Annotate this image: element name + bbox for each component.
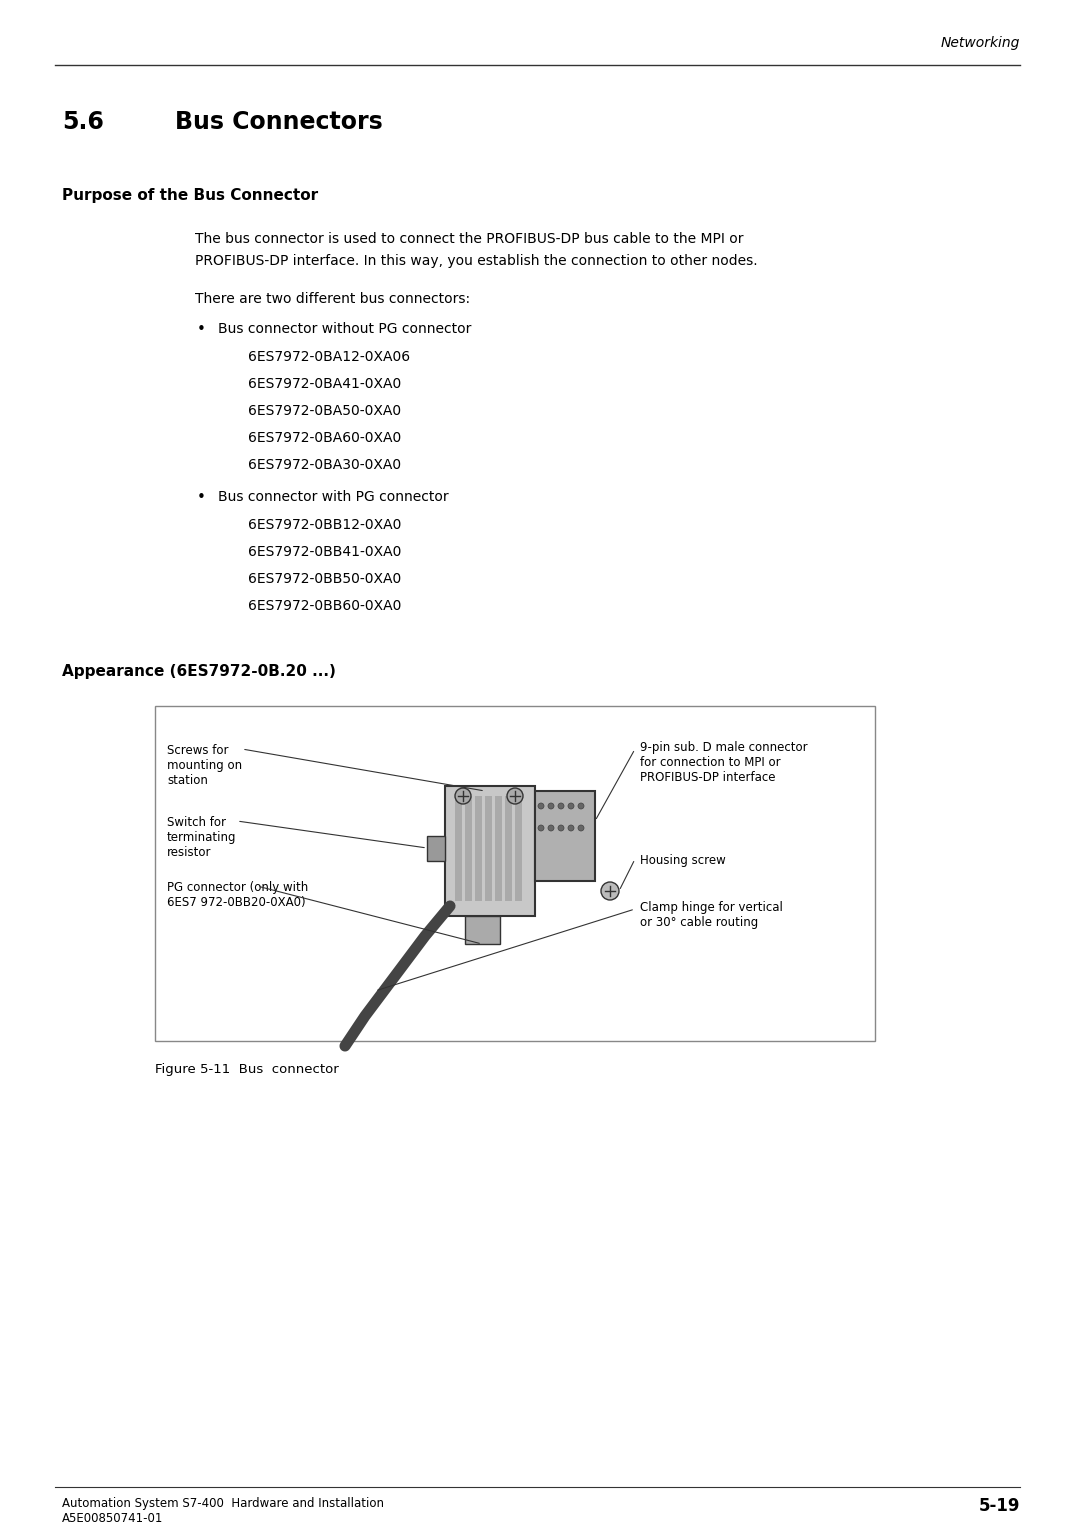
Text: 6ES7972-0BA12-0XA06: 6ES7972-0BA12-0XA06 xyxy=(248,350,410,363)
Text: Bus Connectors: Bus Connectors xyxy=(175,110,382,134)
Text: Clamp hinge for vertical
or 30° cable routing: Clamp hinge for vertical or 30° cable ro… xyxy=(640,901,783,928)
Text: Appearance (6ES7972-0B.20 ...): Appearance (6ES7972-0B.20 ...) xyxy=(62,664,336,680)
Text: 5.6: 5.6 xyxy=(62,110,104,134)
Circle shape xyxy=(538,825,544,831)
Text: PG connector (only with
6ES7 972-0BB20-0XA0): PG connector (only with 6ES7 972-0BB20-0… xyxy=(167,881,308,909)
Text: The bus connector is used to connect the PROFIBUS-DP bus cable to the MPI or: The bus connector is used to connect the… xyxy=(195,232,743,246)
Circle shape xyxy=(578,825,584,831)
Bar xyxy=(475,796,482,901)
Bar xyxy=(427,835,445,861)
Bar xyxy=(465,796,472,901)
Text: 6ES7972-0BB60-0XA0: 6ES7972-0BB60-0XA0 xyxy=(248,599,402,612)
Circle shape xyxy=(548,803,554,809)
Bar xyxy=(495,796,502,901)
Circle shape xyxy=(578,803,584,809)
Text: Networking: Networking xyxy=(941,37,1020,50)
Text: Housing screw: Housing screw xyxy=(640,854,726,867)
Text: 6ES7972-0BA50-0XA0: 6ES7972-0BA50-0XA0 xyxy=(248,405,401,418)
Bar xyxy=(535,791,595,881)
Text: Bus connector without PG connector: Bus connector without PG connector xyxy=(218,322,471,336)
Text: 6ES7972-0BA60-0XA0: 6ES7972-0BA60-0XA0 xyxy=(248,431,402,444)
Text: 6ES7972-0BB12-0XA0: 6ES7972-0BB12-0XA0 xyxy=(248,518,402,531)
Text: 6ES7972-0BA30-0XA0: 6ES7972-0BA30-0XA0 xyxy=(248,458,401,472)
Circle shape xyxy=(507,788,523,805)
Bar xyxy=(505,796,512,901)
Text: 6ES7972-0BB41-0XA0: 6ES7972-0BB41-0XA0 xyxy=(248,545,402,559)
Circle shape xyxy=(538,803,544,809)
Text: 6ES7972-0BB50-0XA0: 6ES7972-0BB50-0XA0 xyxy=(248,573,402,586)
Circle shape xyxy=(455,788,471,805)
Bar xyxy=(156,705,875,1041)
Text: Figure 5-11  Bus  connector: Figure 5-11 Bus connector xyxy=(156,1063,339,1077)
Bar xyxy=(445,786,535,916)
Text: Automation System S7-400  Hardware and Installation: Automation System S7-400 Hardware and In… xyxy=(62,1496,384,1510)
Text: 5-19: 5-19 xyxy=(978,1496,1020,1515)
Text: There are two different bus connectors:: There are two different bus connectors: xyxy=(195,292,470,305)
Bar xyxy=(465,916,500,944)
Circle shape xyxy=(568,803,573,809)
Text: Switch for
terminating
resistor: Switch for terminating resistor xyxy=(167,815,237,860)
Circle shape xyxy=(558,825,564,831)
Bar xyxy=(455,796,462,901)
Text: •: • xyxy=(197,490,206,505)
Text: 9-pin sub. D male connector
for connection to MPI or
PROFIBUS-DP interface: 9-pin sub. D male connector for connecti… xyxy=(640,741,808,783)
Circle shape xyxy=(568,825,573,831)
Text: •: • xyxy=(197,322,206,337)
Text: A5E00850741-01: A5E00850741-01 xyxy=(62,1512,163,1525)
Circle shape xyxy=(600,883,619,899)
Text: Screws for
mounting on
station: Screws for mounting on station xyxy=(167,744,242,786)
Bar xyxy=(485,796,492,901)
Circle shape xyxy=(548,825,554,831)
Text: PROFIBUS-DP interface. In this way, you establish the connection to other nodes.: PROFIBUS-DP interface. In this way, you … xyxy=(195,253,758,269)
Circle shape xyxy=(558,803,564,809)
Bar xyxy=(515,796,522,901)
Text: 6ES7972-0BA41-0XA0: 6ES7972-0BA41-0XA0 xyxy=(248,377,402,391)
Text: Purpose of the Bus Connector: Purpose of the Bus Connector xyxy=(62,188,319,203)
Text: Bus connector with PG connector: Bus connector with PG connector xyxy=(218,490,448,504)
